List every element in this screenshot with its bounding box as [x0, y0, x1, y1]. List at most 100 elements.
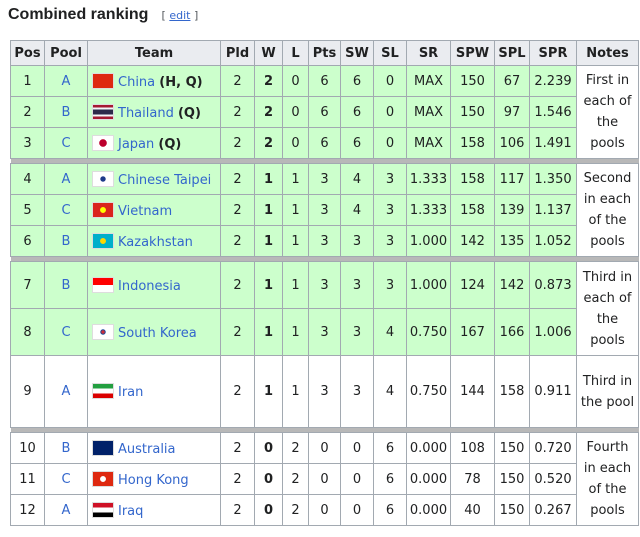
l-cell: 2 — [282, 432, 309, 464]
sl-cell: 3 — [373, 163, 407, 195]
sl-cell: 3 — [373, 261, 407, 309]
column-header: L — [282, 40, 309, 66]
team-link[interactable]: Indonesia — [118, 278, 181, 294]
pos-cell: 6 — [10, 225, 45, 257]
sl-cell: 6 — [373, 432, 407, 464]
team-link[interactable]: China — [118, 74, 156, 90]
pool-link[interactable]: A — [61, 502, 71, 518]
team-link[interactable]: Japan — [118, 136, 155, 152]
pool-link[interactable]: A — [61, 384, 71, 399]
l-cell: 0 — [282, 96, 309, 128]
header-row: Pos Pool Team Pld W L Pts SW SL SR SPW SPL SPR Notes — [10, 40, 639, 66]
team-link[interactable]: Hong Kong — [118, 472, 189, 488]
w-cell: 1 — [254, 355, 283, 428]
team-cell: Thailand (Q) — [87, 96, 221, 128]
pool-link[interactable]: C — [61, 135, 71, 151]
l-cell: 1 — [282, 194, 309, 226]
flag-icon — [92, 134, 114, 151]
team-row: 11 C Hong Kong 2 0 2 0 0 6 0.000 78 150 0.520 — [10, 463, 639, 495]
team-cell: Japan (Q) — [87, 127, 221, 159]
pool-cell: C — [44, 463, 88, 495]
edit-link[interactable]: edit — [169, 9, 191, 22]
spl-cell: 142 — [494, 261, 530, 309]
l-cell: 0 — [282, 127, 309, 159]
pool-link[interactable]: B — [61, 104, 71, 120]
pld-cell: 2 — [220, 308, 255, 356]
flag-icon — [92, 470, 114, 487]
pool-cell: A — [44, 163, 88, 195]
team-row: 4 A Chinese Taipei 2 1 1 3 4 3 1.333 158 117 1.350 Se… — [10, 163, 639, 257]
team-row: 10 B Australia 2 0 2 0 0 6 0.000 108 150 0.720 Fourth… — [10, 432, 639, 526]
spl-cell: 150 — [494, 432, 530, 464]
pld-cell: 2 — [220, 65, 255, 97]
spr-cell: 1.052 — [529, 225, 577, 257]
pos-cell: 12 — [10, 494, 45, 526]
pld-cell: 2 — [220, 261, 255, 309]
team-link[interactable]: Kazakhstan — [118, 234, 193, 250]
team-cell: Iraq — [87, 494, 221, 526]
pool-cell: B — [44, 261, 88, 309]
spr-cell: 0.720 — [529, 432, 577, 464]
w-cell: 2 — [254, 65, 283, 97]
pool-link[interactable]: A — [61, 171, 71, 187]
team-link[interactable]: Thailand — [118, 105, 174, 121]
spr-cell: 1.491 — [529, 127, 577, 159]
team-link[interactable]: Chinese Taipei — [118, 172, 212, 188]
pool-link[interactable]: B — [61, 440, 71, 456]
pool-cell: C — [44, 308, 88, 356]
team-cell: Kazakhstan — [87, 225, 221, 257]
sr-cell: 1.000 — [406, 261, 451, 309]
pool-link[interactable]: C — [61, 324, 71, 340]
pld-cell: 2 — [220, 494, 255, 526]
edit-wrap: [ edit ] — [161, 9, 199, 22]
column-header: Pos — [10, 40, 45, 66]
flag-icon — [92, 103, 114, 120]
spr-cell: 1.137 — [529, 194, 577, 226]
sr-cell: 0.000 — [406, 463, 451, 495]
spw-cell: 158 — [450, 194, 495, 226]
spr-cell: 0.873 — [529, 261, 577, 309]
team-link[interactable]: Australia — [118, 441, 176, 457]
pts-cell: 3 — [308, 163, 341, 195]
table-body: 1 A China (H, Q) 2 2 0 6 6 0 MAX 150 67 2.239 First i… — [10, 65, 639, 526]
column-header: Pool — [44, 40, 88, 66]
spl-cell: 67 — [494, 65, 530, 97]
column-header: SR — [406, 40, 451, 66]
spw-cell: 158 — [450, 127, 495, 159]
column-header: SPW — [450, 40, 495, 66]
sw-cell: 3 — [340, 355, 374, 428]
w-cell: 2 — [254, 127, 283, 159]
pool-link[interactable]: B — [61, 277, 71, 293]
flag-icon — [92, 501, 114, 518]
pool-link[interactable]: B — [61, 233, 71, 249]
team-link[interactable]: Vietnam — [118, 203, 173, 219]
pool-link[interactable]: C — [61, 202, 71, 218]
pos-cell: 11 — [10, 463, 45, 495]
sw-cell: 0 — [340, 432, 374, 464]
spr-cell: 1.546 — [529, 96, 577, 128]
pld-cell: 2 — [220, 225, 255, 257]
team-row: 8 C South Korea 2 1 1 3 3 4 0.750 167 166 1.006 — [10, 308, 639, 356]
pld-cell: 2 — [220, 163, 255, 195]
team-link[interactable]: Iran — [118, 385, 144, 400]
spr-cell: 1.350 — [529, 163, 577, 195]
flag-icon — [92, 232, 114, 249]
ranking-table: Pos Pool Team Pld W L Pts SW SL SR SPW SPL SPR Notes … — [10, 40, 639, 526]
pool-link[interactable]: A — [61, 73, 71, 89]
spl-cell: 117 — [494, 163, 530, 195]
sl-cell: 0 — [373, 65, 407, 97]
team-link[interactable]: Iraq — [118, 503, 144, 519]
sl-cell: 0 — [373, 96, 407, 128]
sw-cell: 3 — [340, 225, 374, 257]
sl-cell: 6 — [373, 463, 407, 495]
spr-cell: 1.006 — [529, 308, 577, 356]
team-link[interactable]: South Korea — [118, 325, 197, 341]
team-cell: China (H, Q) — [87, 65, 221, 97]
w-cell: 1 — [254, 308, 283, 356]
pool-link[interactable]: C — [61, 471, 71, 487]
pts-cell: 3 — [308, 194, 341, 226]
spw-cell: 78 — [450, 463, 495, 495]
pool-cell: B — [44, 432, 88, 464]
pld-cell: 2 — [220, 194, 255, 226]
w-cell: 1 — [254, 261, 283, 309]
